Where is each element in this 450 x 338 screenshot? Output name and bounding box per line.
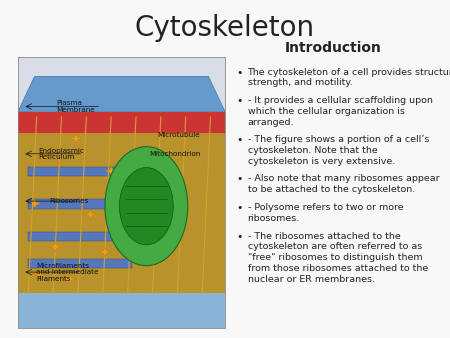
Polygon shape [126, 237, 138, 246]
Text: •: • [236, 135, 243, 145]
Text: •: • [236, 174, 243, 184]
Polygon shape [29, 199, 40, 208]
FancyBboxPatch shape [18, 293, 225, 328]
Polygon shape [18, 76, 225, 112]
Polygon shape [85, 210, 96, 219]
Polygon shape [37, 153, 49, 162]
Text: Microtubule: Microtubule [158, 132, 200, 138]
FancyBboxPatch shape [18, 112, 225, 133]
Polygon shape [105, 167, 117, 175]
FancyBboxPatch shape [28, 167, 132, 176]
Ellipse shape [119, 168, 173, 245]
FancyBboxPatch shape [18, 133, 225, 293]
FancyBboxPatch shape [18, 57, 225, 328]
FancyBboxPatch shape [28, 232, 132, 241]
Polygon shape [116, 202, 127, 211]
Text: Cytoskeleton: Cytoskeleton [135, 14, 315, 42]
Text: •: • [236, 232, 243, 242]
Text: Ribosomes: Ribosomes [50, 198, 89, 204]
Text: •: • [236, 96, 243, 106]
FancyBboxPatch shape [28, 259, 132, 268]
Text: The cytoskeleton of a cell provides structure,
strength, and motility.: The cytoskeleton of a cell provides stru… [248, 68, 450, 87]
Text: - Also note that many ribosomes appear
to be attached to the cytoskeleton.: - Also note that many ribosomes appear t… [248, 174, 439, 194]
Ellipse shape [105, 147, 188, 266]
Text: Endoplasmic
Reticulum: Endoplasmic Reticulum [38, 148, 84, 160]
Text: Introduction: Introduction [284, 41, 382, 54]
Text: •: • [236, 203, 243, 213]
Text: - It provides a cellular scaffolding upon
which the cellular organization is
arr: - It provides a cellular scaffolding upo… [248, 96, 432, 127]
Polygon shape [70, 134, 82, 143]
Text: •: • [236, 68, 243, 78]
Polygon shape [33, 269, 45, 278]
Polygon shape [50, 242, 61, 251]
Text: - The ribosomes attached to the
cytoskeleton are often referred to as
"free" rib: - The ribosomes attached to the cytoskel… [248, 232, 428, 284]
FancyBboxPatch shape [28, 199, 132, 209]
Text: Microfilaments
and Intermediate
Filaments: Microfilaments and Intermediate Filament… [36, 263, 99, 282]
Text: - The figure shows a portion of a cell’s
cytoskeleton. Note that the
cytoskeleto: - The figure shows a portion of a cell’s… [248, 135, 429, 166]
Text: Mitochondrion: Mitochondrion [149, 151, 200, 157]
Text: Plasma
Membrane: Plasma Membrane [56, 100, 95, 113]
Polygon shape [64, 275, 76, 284]
Text: - Polysome refers to two or more
ribosomes.: - Polysome refers to two or more ribosom… [248, 203, 403, 222]
Polygon shape [99, 248, 111, 257]
